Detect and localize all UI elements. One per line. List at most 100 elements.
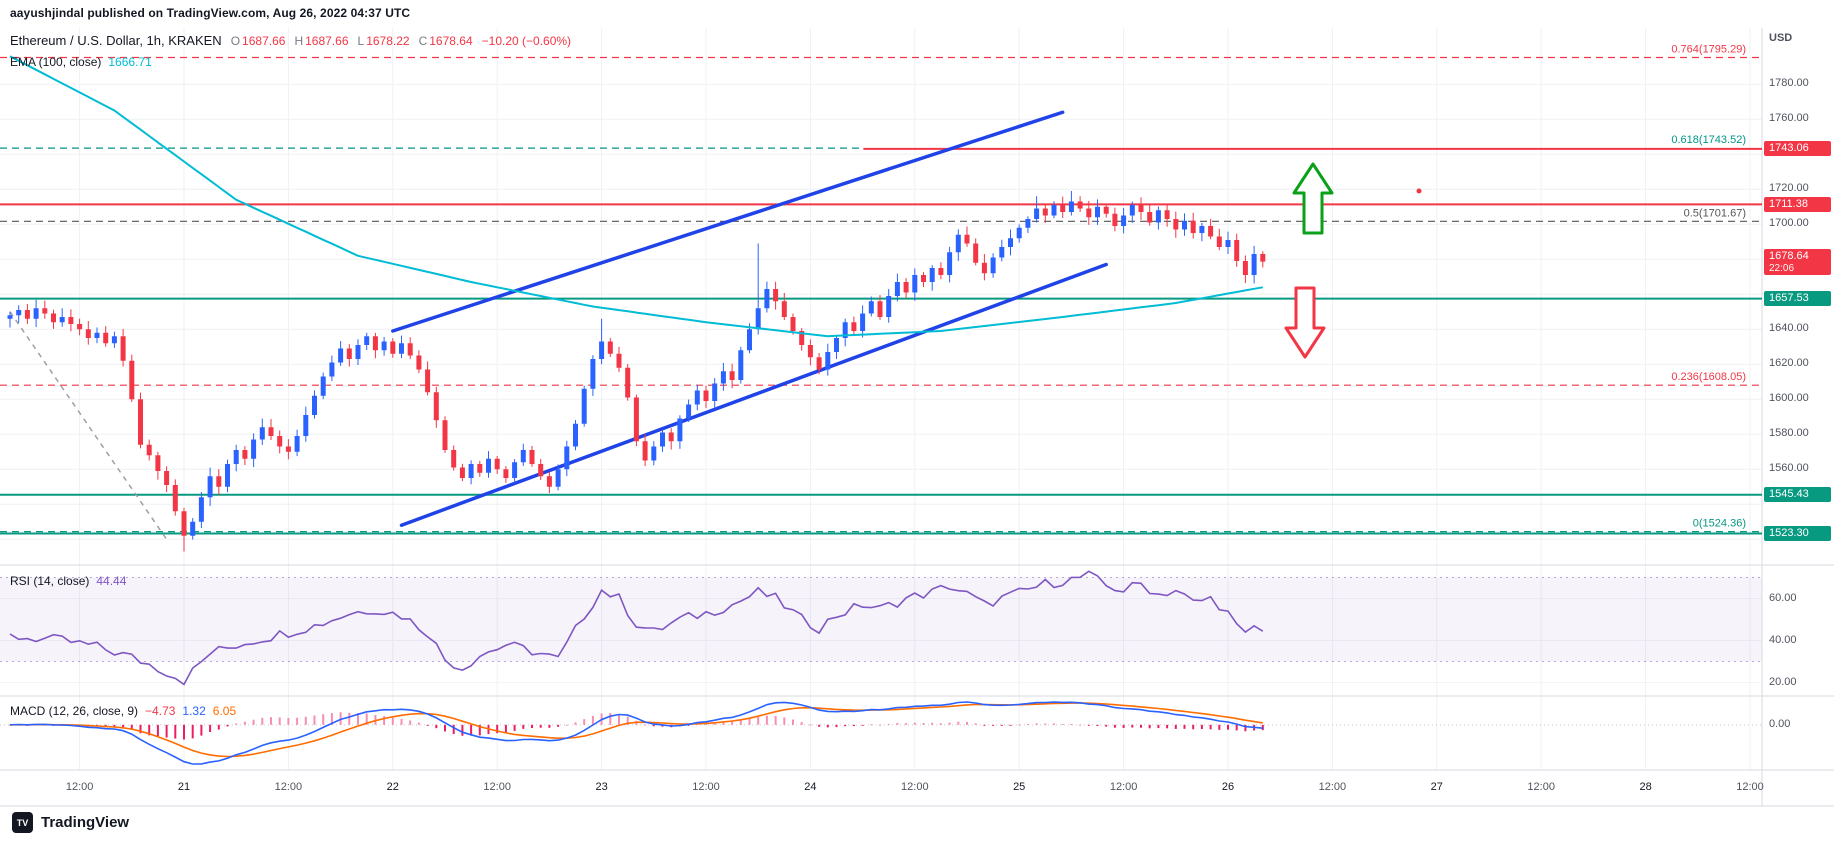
- macd-hist-bar: [261, 717, 264, 725]
- candle: [233, 450, 239, 464]
- macd-hist-bar: [974, 723, 977, 725]
- time-axis-label: 12:00: [483, 781, 511, 793]
- time-axis[interactable]: 12:00 21 12:00 22 12:00 23 12:00 24 12:00 25 12:00…: [0, 772, 1764, 806]
- candle: [338, 348, 344, 363]
- macd-hist-bar: [1235, 724, 1238, 731]
- channel-line[interactable]: [391, 110, 1065, 333]
- tradingview-logo-icon[interactable]: TV: [12, 812, 33, 833]
- candle: [529, 450, 535, 464]
- macd-hist-bar: [1140, 724, 1142, 728]
- macd-hist-bar: [644, 724, 647, 726]
- rsi-indicator-label[interactable]: RSI (14, close): [10, 574, 90, 588]
- macd-axis-tick: 0.00: [1769, 717, 1791, 730]
- candle: [294, 436, 300, 452]
- candle: [564, 446, 570, 470]
- macd-hist-bar: [348, 712, 351, 725]
- macd-hist-bar: [183, 724, 185, 740]
- candle: [929, 268, 935, 282]
- candle: [877, 301, 883, 317]
- macd-hist-bar: [531, 724, 533, 728]
- candle: [1155, 210, 1161, 223]
- candle: [1164, 210, 1170, 219]
- candle: [190, 521, 196, 536]
- price-tick: 1700.00: [1769, 217, 1809, 230]
- price-tick: 1760.00: [1769, 112, 1809, 125]
- candle: [1112, 213, 1118, 226]
- macd-hist-bar: [139, 724, 142, 734]
- price-badge: 1523.30: [1764, 525, 1831, 541]
- ema-line: [9, 55, 1263, 338]
- macd-hist-bar: [1244, 724, 1247, 732]
- macd-hist-bar: [252, 719, 255, 725]
- candle: [816, 357, 822, 370]
- macd-hist-bar: [565, 724, 568, 726]
- macd-hist-bar: [765, 715, 768, 725]
- macd-hist-bar: [1192, 724, 1195, 730]
- macd-hist-bar: [626, 716, 629, 725]
- ema-indicator-label[interactable]: EMA (100, close): [10, 55, 102, 69]
- macd-hist-bar: [122, 724, 125, 728]
- trend-dash-line[interactable]: [9, 311, 168, 540]
- time-axis-label: 12:00: [65, 781, 94, 793]
- macd-hist-bar: [948, 722, 951, 725]
- macd-hist-bar: [496, 724, 499, 734]
- macd-hist-bar: [1122, 724, 1125, 728]
- rsi-band: [0, 577, 1762, 662]
- candle: [24, 310, 30, 319]
- macd-hist-bar: [391, 717, 394, 725]
- price-tick: 1720.00: [1769, 182, 1809, 195]
- macd-hist-bar: [330, 713, 333, 725]
- macd-hist-bar: [792, 719, 794, 725]
- macd-hist-bar: [591, 715, 594, 725]
- candle: [494, 458, 500, 470]
- macd-hist-bar: [1131, 724, 1134, 728]
- candle: [372, 336, 378, 351]
- macd-hist-bar: [739, 720, 742, 725]
- candle: [477, 464, 483, 473]
- down-arrow-annotation[interactable]: [1284, 286, 1326, 359]
- candle: [807, 345, 813, 358]
- candle: [1051, 205, 1057, 216]
- candle: [7, 315, 13, 319]
- macd-hist-bar: [243, 721, 246, 725]
- macd-hist-bar: [435, 724, 438, 729]
- macd-indicator-label[interactable]: MACD (12, 26, close, 9): [10, 704, 139, 718]
- candle: [1129, 205, 1135, 216]
- candle: [755, 308, 761, 330]
- candle: [1060, 205, 1066, 212]
- macd-hist-bar: [409, 720, 412, 725]
- candle: [712, 383, 718, 401]
- candle: [1103, 206, 1109, 214]
- candle: [1260, 254, 1266, 262]
- candle: [990, 257, 996, 274]
- candle: [720, 371, 726, 384]
- macd-hist-value: −4.73: [145, 704, 176, 718]
- candle: [1251, 254, 1257, 275]
- macd-hist-bar: [1061, 723, 1064, 725]
- candle: [433, 392, 439, 421]
- macd-hist-bar: [574, 722, 577, 725]
- candle: [364, 336, 370, 345]
- macd-hist-bar: [1035, 723, 1038, 725]
- macd-hist-bar: [1200, 724, 1203, 730]
- price-axis[interactable]: USD 1780.00 1760.00 1720.00 1700.00 1640.00 1…: [1763, 0, 1834, 845]
- price-tick: 1640.00: [1769, 322, 1809, 335]
- candle: [947, 252, 953, 275]
- channel-line[interactable]: [399, 262, 1108, 527]
- candle: [546, 476, 552, 487]
- macd-hist-bar: [444, 724, 446, 732]
- candle: [277, 436, 283, 447]
- candle: [503, 469, 509, 478]
- tradingview-brand[interactable]: TradingView: [41, 814, 130, 831]
- candle: [1190, 220, 1196, 233]
- macd-hist-bar: [504, 724, 507, 733]
- symbol-title[interactable]: Ethereum / U.S. Dollar, 1h, KRAKEN: [10, 33, 222, 48]
- candle: [242, 450, 248, 459]
- macd-hist-bar: [426, 724, 429, 726]
- macd-hist-bar: [1166, 724, 1169, 729]
- up-arrow-annotation[interactable]: [1292, 162, 1334, 235]
- candle: [860, 313, 866, 331]
- candle: [164, 471, 170, 485]
